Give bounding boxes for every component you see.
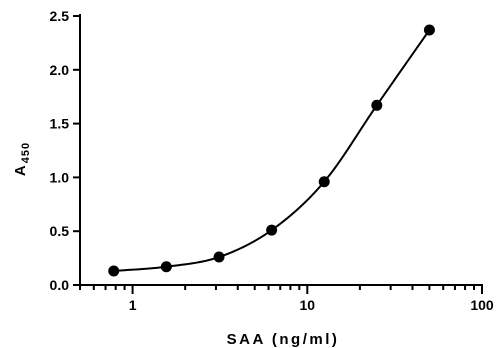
data-point: [318, 176, 330, 188]
data-point: [108, 265, 120, 277]
data-point: [266, 224, 278, 236]
x-tick-label: 1: [129, 297, 137, 313]
y-axis-title-subscript: 450: [20, 142, 32, 163]
y-axis-title-main: A: [12, 165, 29, 176]
y-tick-label: 1.5: [50, 116, 70, 132]
y-axis-title: A 450: [12, 142, 32, 176]
y-tick-label: 2.5: [50, 8, 70, 24]
data-point: [371, 99, 383, 111]
x-tick-label: 10: [300, 297, 316, 313]
y-tick-label: 0.5: [50, 223, 70, 239]
y-tick-label: 0.0: [50, 277, 70, 293]
axes: 0.0 0.5 1.0 1.5 2.0 2.5 1 10 100: [50, 8, 494, 313]
data-point: [213, 251, 225, 263]
x-tick-label: 100: [470, 297, 494, 313]
data-point: [160, 261, 172, 273]
x-axis-title: SAA (ng/ml): [227, 331, 340, 348]
y-tick-label: 1.0: [50, 169, 70, 185]
plot-area: [108, 24, 435, 277]
data-point: [423, 24, 435, 36]
y-tick-label: 2.0: [50, 62, 70, 78]
